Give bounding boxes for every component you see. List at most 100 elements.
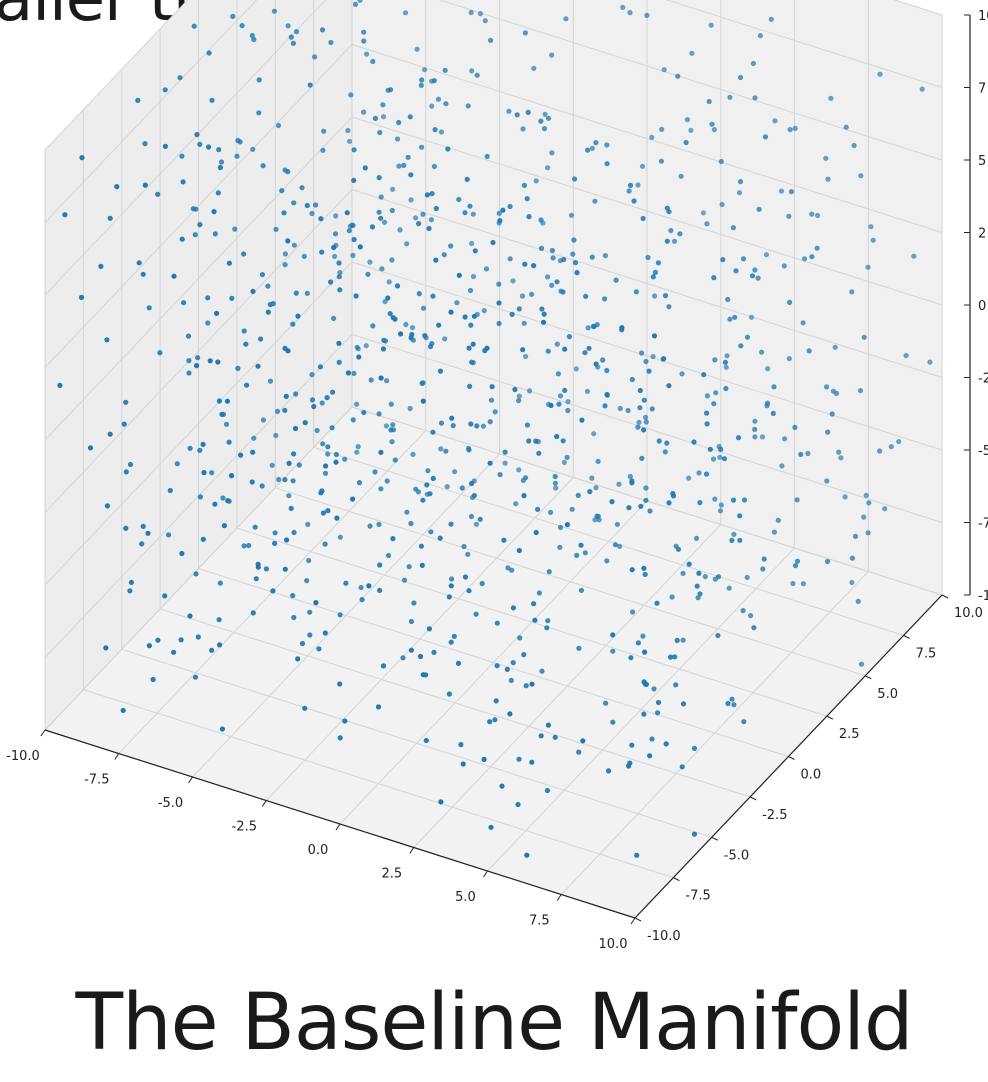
data-point	[719, 201, 725, 208]
data-point	[548, 402, 554, 408]
data-point	[524, 852, 530, 858]
data-point	[752, 418, 758, 424]
data-point	[139, 541, 145, 547]
data-point	[545, 165, 551, 171]
data-point	[437, 368, 444, 374]
data-point	[544, 625, 550, 631]
data-point	[800, 581, 807, 587]
data-point	[711, 127, 718, 133]
data-point	[376, 521, 382, 528]
data-point	[378, 375, 384, 381]
data-point	[361, 38, 367, 44]
data-point	[382, 299, 388, 305]
data-point	[293, 29, 300, 35]
data-point	[513, 501, 519, 507]
data-point	[162, 87, 168, 93]
data-point	[194, 363, 200, 369]
data-point	[552, 473, 558, 480]
data-point	[680, 637, 686, 643]
data-point	[557, 393, 564, 399]
data-point	[626, 505, 632, 511]
data-point	[127, 461, 134, 468]
data-point	[641, 397, 647, 403]
data-point	[311, 403, 317, 410]
data-point	[282, 566, 288, 572]
data-point	[482, 18, 488, 24]
data-point	[179, 153, 185, 159]
data-point	[336, 274, 342, 280]
data-point	[206, 50, 212, 56]
data-point	[694, 583, 700, 589]
data-point	[477, 11, 483, 17]
data-point	[431, 163, 437, 170]
data-point	[409, 331, 415, 338]
data-point	[260, 417, 266, 423]
data-point	[732, 314, 738, 320]
data-point	[757, 33, 764, 39]
z-tick-label: 0	[978, 299, 986, 314]
data-point	[167, 487, 173, 494]
data-point	[602, 296, 608, 302]
data-point	[771, 529, 778, 535]
data-point	[484, 153, 490, 159]
data-point	[571, 237, 577, 243]
data-point	[438, 129, 445, 135]
data-point	[290, 321, 296, 327]
data-point	[629, 480, 635, 486]
data-point	[359, 597, 365, 603]
data-point	[508, 677, 514, 684]
data-point	[460, 761, 466, 767]
data-point	[604, 161, 610, 167]
data-point	[697, 500, 703, 506]
data-point	[309, 372, 315, 378]
data-point	[843, 124, 849, 130]
data-point	[689, 50, 695, 56]
z-tick-label: 10	[978, 9, 988, 24]
x-tick-mark	[40, 729, 46, 737]
data-point	[691, 439, 697, 445]
data-point	[417, 653, 424, 660]
data-point	[114, 184, 120, 190]
data-point	[286, 493, 292, 499]
data-point	[545, 618, 551, 624]
data-point	[79, 155, 85, 161]
data-point	[458, 742, 464, 748]
data-point	[718, 502, 724, 508]
data-point	[539, 306, 545, 312]
data-point	[228, 473, 235, 479]
data-point	[725, 700, 731, 707]
data-point	[426, 225, 432, 232]
data-point	[529, 291, 535, 297]
y-tick-mark	[903, 634, 910, 639]
data-point	[487, 460, 493, 466]
data-point	[592, 198, 598, 204]
data-point	[560, 289, 566, 295]
data-point	[489, 384, 495, 390]
data-point	[324, 395, 330, 401]
data-point	[604, 367, 610, 374]
data-point	[584, 388, 591, 394]
data-point	[825, 429, 831, 435]
data-point	[402, 10, 409, 16]
data-point	[449, 415, 455, 421]
data-point	[226, 439, 232, 445]
data-point	[712, 496, 718, 502]
data-point	[715, 632, 721, 639]
data-point	[507, 256, 513, 262]
grid-line	[313, 446, 904, 636]
data-point	[718, 446, 724, 452]
data-point	[351, 370, 357, 376]
data-point	[217, 580, 223, 586]
data-point	[643, 485, 649, 491]
data-point	[744, 334, 751, 340]
data-point	[702, 574, 708, 580]
data-point	[557, 544, 563, 550]
scatter-3d-chart: -10.0 -7.5 -5.0 -2.5 0.0 2.5 5.0 7.5 10.0 -10.0 -7…	[6, 0, 988, 952]
data-point	[408, 647, 414, 653]
data-point	[646, 368, 652, 374]
data-point	[626, 188, 632, 194]
data-point	[190, 206, 196, 212]
data-point	[693, 535, 700, 541]
data-point	[578, 587, 585, 594]
data-point	[494, 620, 500, 626]
